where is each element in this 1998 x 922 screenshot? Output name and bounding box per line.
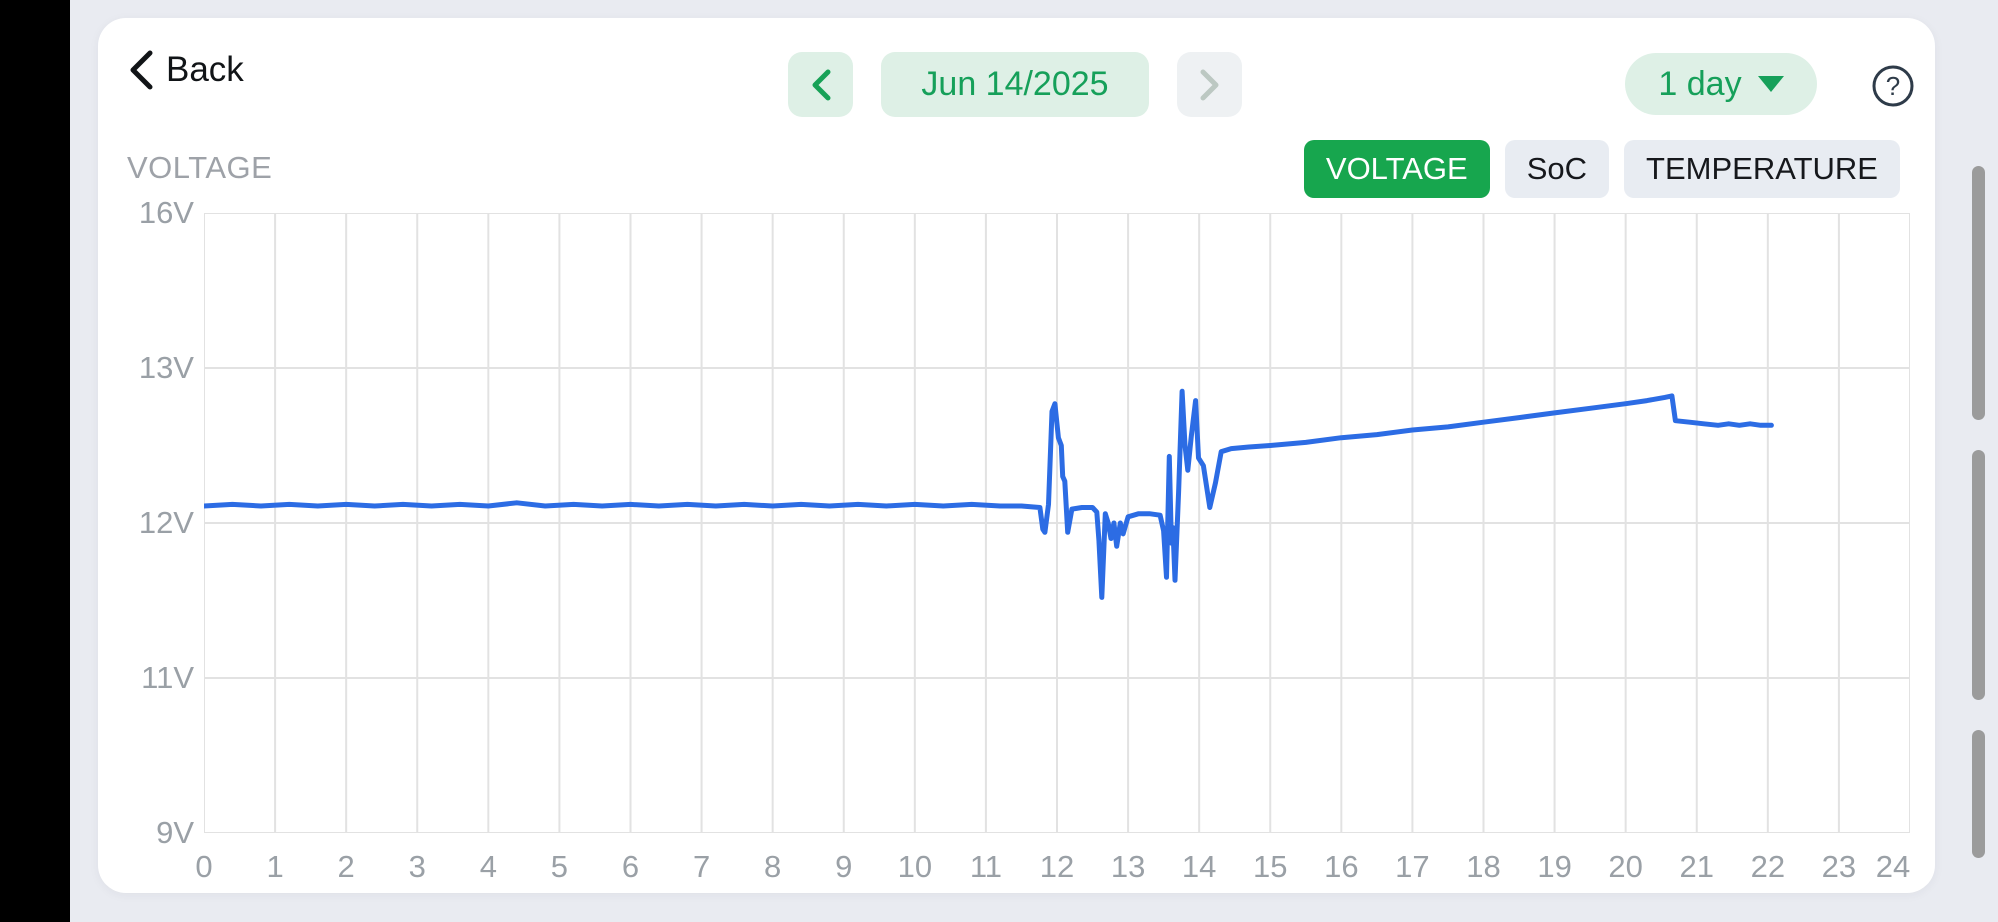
- date-display[interactable]: Jun 14/2025: [881, 52, 1149, 117]
- time-range-label: 1 day: [1658, 64, 1742, 103]
- scrollbar-segment[interactable]: [1972, 166, 1985, 420]
- y-tick-label: 12V: [138, 505, 194, 540]
- x-tick-label: 11: [969, 849, 1002, 884]
- x-tick-label: 14: [1181, 849, 1217, 884]
- x-tick-label: 10: [897, 849, 933, 884]
- svg-text:?: ?: [1886, 71, 1900, 101]
- x-tick-label: 2: [337, 849, 355, 884]
- x-tick-label: 8: [764, 849, 782, 884]
- x-tick-label: 23: [1821, 849, 1857, 884]
- x-tick-label: 6: [621, 849, 640, 884]
- x-tick-label: 18: [1466, 849, 1501, 884]
- x-tick-label: 15: [1253, 849, 1288, 884]
- x-tick-label: 5: [550, 849, 569, 884]
- back-button[interactable]: Back: [126, 46, 244, 94]
- tab-soc[interactable]: SoC: [1504, 140, 1610, 198]
- y-tick-label: 9V: [156, 815, 194, 850]
- x-tick-label: 17: [1395, 849, 1430, 884]
- chart-card: Back Jun 14/2025 1 day: [98, 18, 1935, 893]
- y-tick-label: 11V: [141, 660, 194, 695]
- x-tick-label: 9: [835, 849, 853, 884]
- x-tick-label: 7: [692, 849, 711, 884]
- x-tick-label: 12: [1039, 849, 1075, 884]
- scrollbar-segment[interactable]: [1972, 730, 1985, 858]
- chevron-down-icon: [1757, 76, 1784, 92]
- x-tick-label: 0: [195, 849, 213, 884]
- help-button[interactable]: ?: [1870, 63, 1916, 109]
- previous-day-button[interactable]: [788, 52, 853, 117]
- metric-tabs: VOLTAGE SoC TEMPERATURE: [1303, 140, 1900, 198]
- next-day-button[interactable]: [1177, 52, 1242, 117]
- x-tick-label: 16: [1324, 849, 1359, 884]
- help-icon: ?: [1872, 65, 1914, 107]
- time-range-dropdown[interactable]: 1 day: [1625, 53, 1817, 115]
- x-tick-label: 22: [1750, 849, 1786, 884]
- tab-temperature[interactable]: TEMPERATURE: [1624, 140, 1900, 198]
- date-label: Jun 14/2025: [921, 65, 1109, 103]
- chart-gridlines: [204, 213, 1910, 833]
- x-tick-label: 19: [1537, 849, 1572, 884]
- x-tick-label: 13: [1110, 849, 1146, 884]
- voltage-line-chart: [204, 213, 1910, 833]
- x-tick-label: 4: [479, 849, 497, 884]
- x-tick-label: 1: [266, 849, 284, 884]
- tab-voltage[interactable]: VOLTAGE: [1303, 140, 1490, 198]
- x-tick-label: 21: [1679, 849, 1714, 884]
- voltage-series-line: [204, 388, 1774, 600]
- scrollbar-segment[interactable]: [1972, 450, 1985, 700]
- back-chevron-icon: [130, 50, 153, 90]
- x-tick-label: 3: [408, 849, 426, 884]
- date-navigator: Jun 14/2025: [788, 52, 1242, 117]
- chevron-right-icon: [1200, 69, 1218, 100]
- y-tick-label: 16V: [138, 195, 194, 230]
- y-tick-label: 13V: [138, 350, 194, 385]
- chevron-left-icon: [812, 69, 830, 100]
- back-label: Back: [166, 50, 244, 89]
- x-tick-label: 20: [1608, 849, 1643, 884]
- left-bezel: [0, 0, 70, 922]
- chart-axis-title: VOLTAGE: [127, 150, 273, 185]
- x-tick-label: 24: [1875, 849, 1911, 884]
